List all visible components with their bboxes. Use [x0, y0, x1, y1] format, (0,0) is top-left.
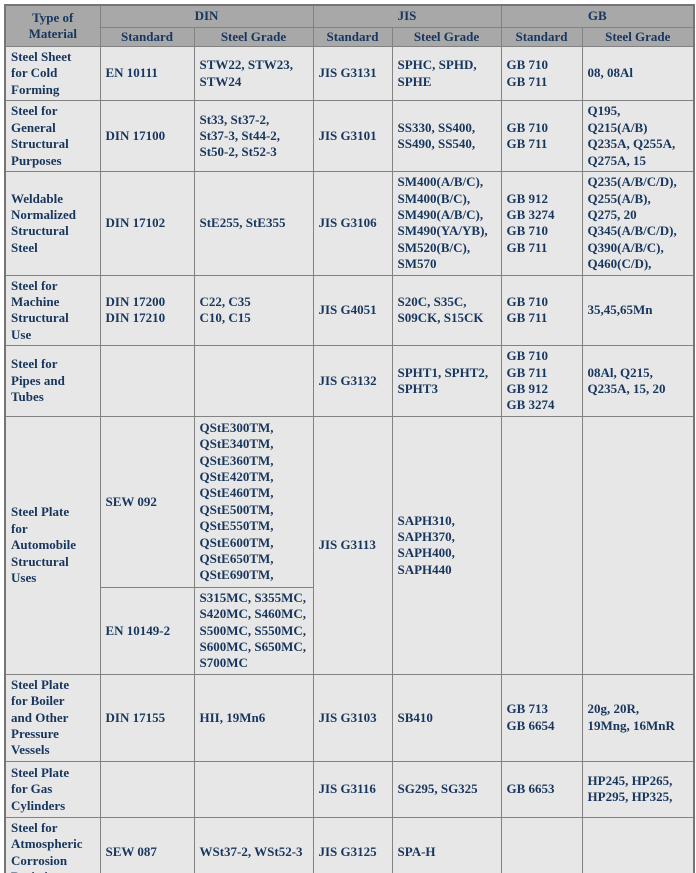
cell-jis-steel-grade: SB410 — [391, 673, 502, 762]
cell-din-standard: DIN 17102 — [99, 171, 195, 276]
cell-jis-steel-grade: SM400(A/B/C), SM400(B/C), SM490(A/B/C), … — [391, 171, 502, 276]
header-group-jis: JIS — [312, 4, 502, 28]
cell-jis-standard: JIS G3116 — [312, 760, 393, 818]
steel-standards-table: Type of Material DIN JIS GB Standard Ste… — [4, 4, 696, 873]
cell-din-steel-grade — [193, 345, 314, 417]
cell-din-steel-grade — [193, 760, 314, 818]
cell-material: Steel for Machine Structural Use — [4, 274, 101, 347]
cell-gb-steel-grade — [581, 816, 695, 873]
cell-material: Steel Plate for Gas Cylinders — [4, 760, 101, 818]
cell-jis-standard: JIS G3131 — [312, 45, 393, 102]
table-row: Steel Plate for Boiler and Other Pressur… — [4, 673, 695, 762]
table-row: EN 10149-2 S315MC, S355MC, S420MC, S460M… — [5, 586, 694, 675]
cell-jis-standard: JIS G3106 — [312, 171, 393, 276]
cell-din-standard: DIN 17100 — [99, 100, 195, 173]
cell-gb-standard: GB 912 GB 3274 GB 710 GB 711 — [500, 171, 583, 276]
cell-gb-steel-grade — [581, 415, 695, 675]
cell-material: Steel for Atmospheric Corrosion Resistin… — [4, 816, 101, 873]
cell-jis-steel-grade: SS330, SS400, SS490, SS540, — [391, 100, 502, 173]
header-row-groups: Type of Material DIN JIS GB — [4, 4, 695, 47]
cell-material: Weldable Normalized Structural Steel — [4, 171, 101, 276]
header-din-standard: Standard — [99, 26, 195, 47]
cell-jis-steel-grade: SPHC, SPHD, SPHE — [391, 45, 502, 102]
cell-jis-standard: JIS G3113 — [312, 415, 393, 675]
header-din-steel-grade: Steel Grade — [193, 26, 314, 47]
cell-gb-standard: GB 713 GB 6654 — [500, 673, 583, 762]
cell-din-standard — [99, 345, 195, 417]
cell-din-steel-grade: WSt37-2, WSt52-3 — [193, 816, 314, 873]
cell-jis-steel-grade: SAPH310, SAPH370, SAPH400, SAPH440 — [391, 415, 502, 675]
cell-din-standard — [99, 760, 195, 818]
table-row: Steel for Atmospheric Corrosion Resistin… — [4, 816, 695, 873]
table-row: Steel Plate for Automobile Structural Us… — [4, 415, 695, 675]
cell-material: Steel Plate for Boiler and Other Pressur… — [4, 673, 101, 762]
cell-din-standard: EN 10149-2 — [99, 586, 195, 675]
cell-din-standard: EN 10111 — [99, 45, 195, 102]
cell-gb-steel-grade: Q195, Q215(A/B) Q235A, Q255A, Q275A, 15 — [581, 100, 695, 173]
cell-gb-standard — [500, 816, 583, 873]
table-row: Steel for Machine Structural Use DIN 172… — [4, 274, 695, 347]
cell-din-steel-grade: C22, C35 C10, C15 — [193, 274, 314, 347]
header-row-columns: Standard Steel Grade Standard Steel Grad… — [5, 26, 695, 47]
cell-gb-standard: GB 710 GB 711 — [500, 45, 583, 102]
cell-material: Steel for Pipes and Tubes — [4, 345, 101, 417]
cell-din-standard: SEW 087 — [99, 816, 195, 873]
cell-gb-steel-grade: Q235(A/B/C/D), Q255(A/B), Q275, 20 Q345(… — [581, 171, 695, 276]
cell-jis-standard: JIS G3103 — [312, 673, 393, 762]
cell-gb-standard: GB 710 GB 711 — [500, 274, 583, 347]
cell-gb-standard: GB 6653 — [500, 760, 583, 818]
cell-gb-standard — [500, 415, 583, 675]
cell-jis-standard: JIS G4051 — [312, 274, 393, 347]
cell-din-steel-grade: STW22, STW23, STW24 — [193, 45, 314, 102]
cell-din-steel-grade: StE255, StE355 — [193, 171, 314, 276]
header-group-din: DIN — [99, 4, 314, 28]
table-row: Steel for Pipes and Tubes JIS G3132 SPHT… — [4, 345, 695, 417]
header-type-of-material: Type of Material — [4, 4, 101, 47]
cell-jis-steel-grade: SPHT1, SPHT2, SPHT3 — [391, 345, 502, 417]
cell-jis-steel-grade: SPA-H — [391, 816, 502, 873]
cell-din-standard: DIN 17200 DIN 17210 — [99, 274, 195, 347]
cell-din-standard: DIN 17155 — [99, 673, 195, 762]
cell-jis-steel-grade: S20C, S35C, S09CK, S15CK — [391, 274, 502, 347]
cell-gb-steel-grade: 20g, 20R, 19Mng, 16MnR — [581, 673, 695, 762]
cell-din-steel-grade: S315MC, S355MC, S420MC, S460MC, S500MC, … — [193, 586, 314, 675]
cell-jis-standard: JIS G3125 — [312, 816, 393, 873]
cell-jis-steel-grade: SG295, SG325 — [391, 760, 502, 818]
cell-material: Steel Plate for Automobile Structural Us… — [4, 415, 101, 675]
cell-gb-standard: GB 710 GB 711 — [500, 100, 583, 173]
cell-gb-steel-grade: 08, 08Al — [581, 45, 695, 102]
cell-material: Steel Sheet for Cold Forming — [4, 45, 101, 102]
header-group-gb: GB — [500, 4, 695, 28]
cell-din-standard: SEW 092 — [99, 415, 195, 588]
cell-din-steel-grade: QStE300TM, QStE340TM, QStE360TM, QStE420… — [193, 415, 314, 588]
cell-gb-steel-grade: 08Al, Q215, Q235A, 15, 20 — [581, 345, 695, 417]
table-row: Steel Plate for Gas Cylinders JIS G3116 … — [4, 760, 695, 818]
cell-material: Steel for General Structural Purposes — [4, 100, 101, 173]
cell-jis-standard: JIS G3101 — [312, 100, 393, 173]
table-row: Steel for General Structural Purposes DI… — [4, 100, 695, 173]
cell-din-steel-grade: HII, 19Mn6 — [193, 673, 314, 762]
cell-gb-steel-grade: 35,45,65Mn — [581, 274, 695, 347]
cell-jis-standard: JIS G3132 — [312, 345, 393, 417]
cell-gb-standard: GB 710 GB 711 GB 912 GB 3274 — [500, 345, 583, 417]
table-row: Steel Sheet for Cold Forming EN 10111 ST… — [4, 45, 695, 102]
cell-din-steel-grade: St33, St37-2, St37-3, St44-2, St50-2, St… — [193, 100, 314, 173]
header-gb-standard: Standard — [500, 26, 583, 47]
header-jis-steel-grade: Steel Grade — [391, 26, 502, 47]
cell-gb-steel-grade: HP245, HP265, HP295, HP325, — [581, 760, 695, 818]
table-row: Weldable Normalized Structural Steel DIN… — [4, 171, 695, 276]
header-jis-standard: Standard — [312, 26, 393, 47]
header-gb-steel-grade: Steel Grade — [581, 26, 695, 47]
